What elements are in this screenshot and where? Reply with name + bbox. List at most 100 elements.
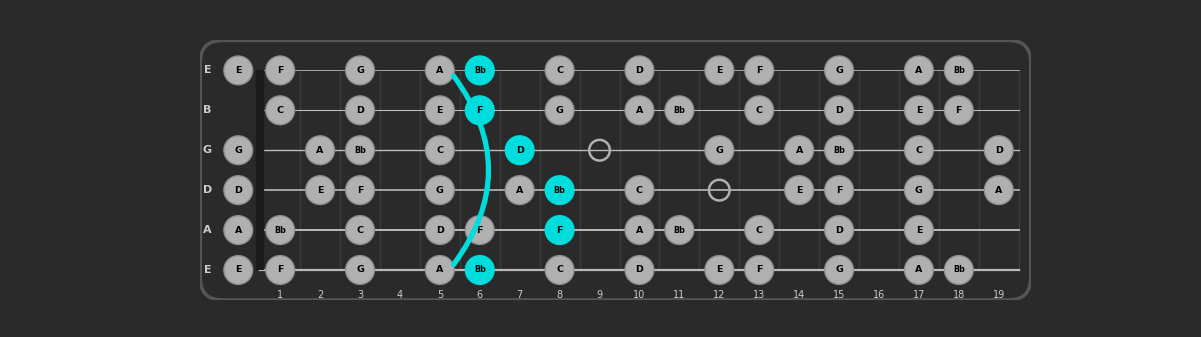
Text: F: F — [556, 225, 563, 235]
Circle shape — [705, 56, 734, 85]
Text: 16: 16 — [873, 290, 885, 300]
Text: D: D — [203, 185, 213, 195]
Text: D: D — [635, 66, 644, 75]
Text: A: A — [915, 266, 922, 275]
Circle shape — [825, 216, 854, 244]
Text: Bb: Bb — [833, 146, 846, 155]
Text: G: G — [355, 66, 364, 75]
Circle shape — [346, 136, 375, 164]
Circle shape — [545, 96, 574, 125]
Text: A: A — [635, 225, 644, 235]
Circle shape — [665, 216, 694, 244]
Circle shape — [904, 176, 933, 205]
Circle shape — [506, 136, 534, 164]
Circle shape — [904, 136, 933, 164]
Text: G: G — [234, 146, 243, 155]
Text: D: D — [515, 146, 524, 155]
Text: Bb: Bb — [354, 146, 366, 155]
Circle shape — [705, 256, 734, 284]
Circle shape — [265, 256, 294, 284]
Circle shape — [825, 176, 854, 205]
Circle shape — [346, 96, 375, 125]
Text: 12: 12 — [713, 290, 725, 300]
Circle shape — [825, 256, 854, 284]
Text: F: F — [755, 66, 763, 75]
Text: E: E — [796, 186, 802, 195]
Circle shape — [545, 56, 574, 85]
Text: 4: 4 — [396, 290, 404, 300]
Text: C: C — [915, 146, 922, 155]
Circle shape — [904, 216, 933, 244]
Circle shape — [223, 216, 252, 244]
Circle shape — [545, 216, 574, 244]
Text: G: G — [355, 266, 364, 275]
Text: A: A — [436, 66, 443, 75]
Circle shape — [944, 256, 973, 284]
Text: Bb: Bb — [674, 106, 686, 115]
Circle shape — [625, 176, 653, 205]
Text: 2: 2 — [317, 290, 323, 300]
Circle shape — [425, 176, 454, 205]
Text: G: G — [436, 186, 444, 195]
Text: E: E — [317, 186, 323, 195]
Text: E: E — [716, 266, 723, 275]
Text: B: B — [203, 105, 211, 115]
Text: F: F — [836, 186, 842, 195]
Circle shape — [784, 176, 813, 205]
Text: A: A — [516, 186, 524, 195]
Circle shape — [904, 96, 933, 125]
Text: G: G — [556, 106, 563, 115]
Circle shape — [745, 56, 773, 85]
Text: G: G — [835, 66, 843, 75]
Circle shape — [985, 136, 1014, 164]
Text: 13: 13 — [753, 290, 765, 300]
Circle shape — [545, 256, 574, 284]
Circle shape — [223, 56, 252, 85]
Circle shape — [825, 56, 854, 85]
Text: A: A — [234, 225, 241, 235]
Text: G: G — [915, 186, 922, 195]
Text: 5: 5 — [437, 290, 443, 300]
Circle shape — [506, 176, 534, 205]
Text: A: A — [635, 106, 644, 115]
Text: C: C — [755, 106, 763, 115]
Circle shape — [466, 256, 494, 284]
Circle shape — [825, 136, 854, 164]
Circle shape — [944, 96, 973, 125]
Text: Bb: Bb — [674, 225, 686, 235]
Text: E: E — [204, 65, 211, 75]
Text: 15: 15 — [832, 290, 846, 300]
Text: D: D — [835, 106, 843, 115]
Text: E: E — [716, 66, 723, 75]
Text: 9: 9 — [597, 290, 603, 300]
Text: D: D — [635, 266, 644, 275]
Circle shape — [625, 56, 653, 85]
Circle shape — [223, 136, 252, 164]
Circle shape — [466, 96, 494, 125]
Text: 3: 3 — [357, 290, 363, 300]
Text: C: C — [436, 146, 443, 155]
Circle shape — [265, 96, 294, 125]
Text: D: D — [355, 106, 364, 115]
Circle shape — [705, 136, 734, 164]
Text: A: A — [795, 146, 802, 155]
Circle shape — [265, 56, 294, 85]
Text: Bb: Bb — [952, 266, 964, 275]
Text: G: G — [835, 266, 843, 275]
Text: E: E — [235, 66, 241, 75]
Text: F: F — [477, 106, 483, 115]
Circle shape — [265, 216, 294, 244]
Circle shape — [306, 176, 334, 205]
Text: Bb: Bb — [474, 66, 485, 75]
Text: A: A — [316, 146, 324, 155]
Text: D: D — [835, 225, 843, 235]
Circle shape — [425, 256, 454, 284]
Text: E: E — [915, 225, 922, 235]
Text: D: D — [436, 225, 444, 235]
Circle shape — [346, 256, 375, 284]
Text: F: F — [956, 106, 962, 115]
Text: E: E — [915, 106, 922, 115]
Circle shape — [466, 56, 494, 85]
Text: 18: 18 — [952, 290, 964, 300]
Text: A: A — [996, 186, 1003, 195]
